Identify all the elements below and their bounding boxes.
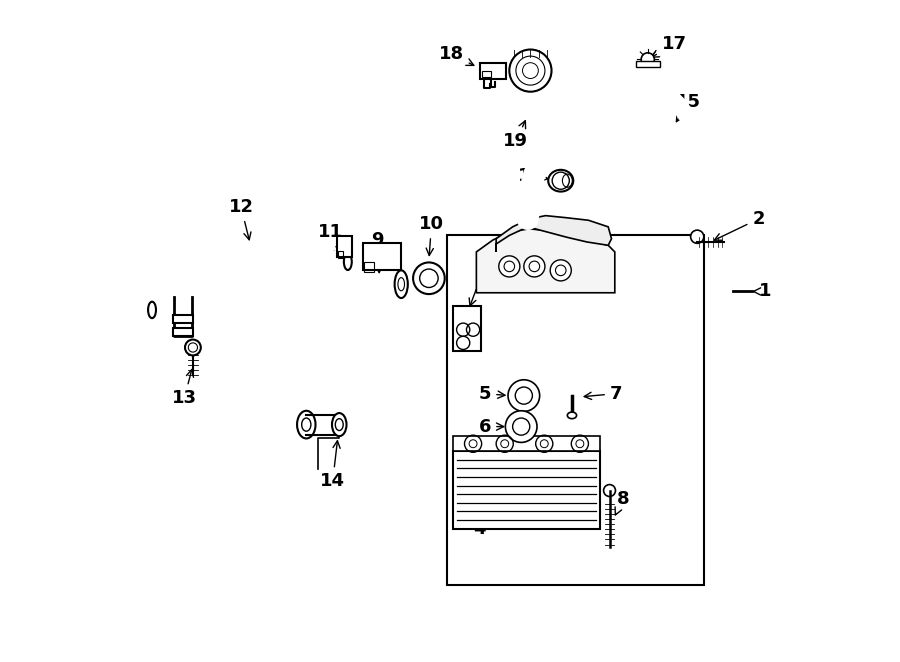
Circle shape: [185, 340, 201, 355]
Text: 7: 7: [584, 385, 623, 402]
Bar: [636, 61, 660, 68]
Circle shape: [506, 410, 537, 442]
Polygon shape: [496, 216, 611, 252]
Circle shape: [513, 418, 530, 435]
Ellipse shape: [332, 413, 347, 436]
Bar: [364, 262, 374, 271]
Ellipse shape: [148, 302, 156, 318]
Ellipse shape: [394, 270, 408, 298]
Bar: [446, 236, 704, 585]
Text: 6: 6: [479, 418, 504, 436]
Circle shape: [413, 262, 445, 294]
Bar: [454, 451, 599, 529]
Bar: [337, 236, 353, 257]
Bar: [173, 328, 193, 336]
Circle shape: [690, 230, 704, 244]
Text: 15: 15: [676, 93, 701, 122]
Bar: [454, 306, 481, 351]
Ellipse shape: [297, 410, 316, 438]
Ellipse shape: [567, 412, 577, 418]
Circle shape: [516, 387, 533, 404]
Text: 19: 19: [503, 120, 528, 150]
Text: 8: 8: [615, 490, 629, 515]
Text: 11: 11: [318, 223, 343, 256]
Circle shape: [550, 260, 572, 281]
Circle shape: [499, 256, 520, 277]
Bar: [480, 63, 506, 79]
Bar: [482, 71, 490, 77]
Bar: [454, 436, 599, 451]
Circle shape: [604, 485, 616, 496]
Ellipse shape: [344, 254, 352, 270]
Text: 17: 17: [652, 35, 687, 57]
Circle shape: [508, 380, 540, 411]
Text: 18: 18: [439, 45, 473, 66]
Text: 16: 16: [518, 167, 549, 185]
Circle shape: [524, 256, 544, 277]
Text: 4: 4: [473, 513, 486, 538]
Bar: [338, 251, 343, 258]
Text: 9: 9: [371, 231, 383, 273]
Text: 1: 1: [753, 283, 771, 301]
Ellipse shape: [548, 170, 573, 191]
Text: 12: 12: [229, 198, 254, 240]
Bar: [363, 243, 401, 270]
Circle shape: [509, 50, 552, 92]
Text: 10: 10: [419, 215, 444, 256]
Text: 2: 2: [715, 210, 765, 240]
Text: 13: 13: [172, 369, 197, 407]
Bar: [173, 315, 193, 323]
Text: 3: 3: [469, 266, 488, 306]
Circle shape: [641, 53, 654, 66]
Polygon shape: [476, 229, 615, 293]
Text: 14: 14: [320, 441, 346, 491]
Text: 5: 5: [479, 385, 505, 402]
Bar: [306, 418, 339, 438]
